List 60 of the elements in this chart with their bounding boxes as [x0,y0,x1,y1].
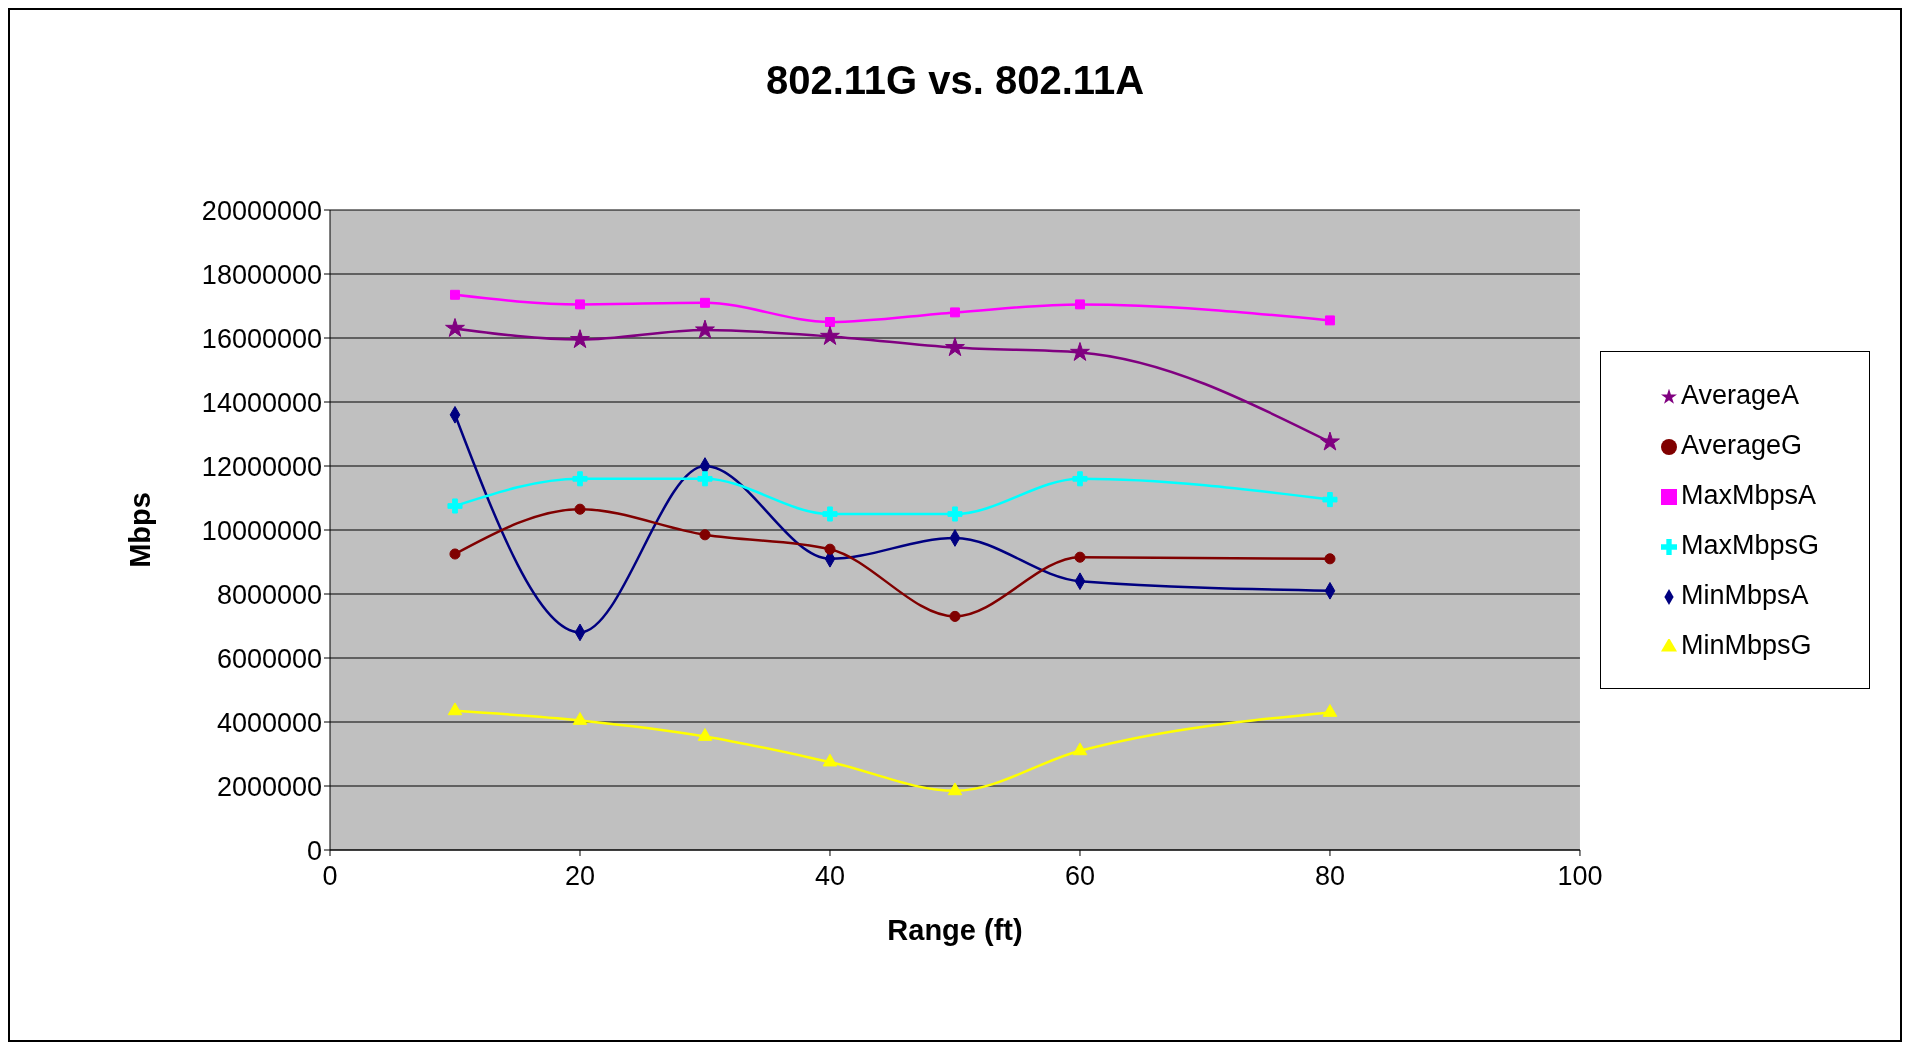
y-tick-label: 14000000 [201,387,322,418]
y-tick-label: 12000000 [201,451,322,482]
y-tick-label: 16000000 [201,323,322,354]
y-tick-label: 18000000 [201,259,322,290]
x-axis-title: Range (ft) [887,914,1023,946]
x-tick-label: 40 [814,861,845,892]
x-tick-label: 100 [1557,861,1603,892]
legend-label: MinMbpsA [1680,580,1809,610]
point [945,337,965,357]
point [825,317,835,327]
y-tick-label: 10000000 [201,515,322,546]
point [445,318,465,337]
point [1075,299,1085,310]
y-tick-label: 2000000 [216,771,322,802]
point [572,471,588,487]
x-tick-label: 60 [1064,861,1095,892]
point [947,782,963,796]
point [824,543,836,555]
point [822,506,838,522]
point [949,610,961,622]
y-tick-label: 8000000 [216,579,322,610]
point [1324,553,1336,565]
point [1320,431,1340,451]
point [575,299,585,310]
y-tick-label: 6000000 [216,643,322,674]
y-tick-label: 20000000 [201,195,322,226]
point [572,712,588,725]
point [1070,342,1090,361]
point [950,307,960,318]
point [1072,742,1088,756]
point [699,529,711,541]
point [449,548,461,560]
point [1072,471,1088,487]
point [1322,492,1338,508]
point [822,753,838,767]
point [820,326,840,345]
x-tick-label: 20 [564,861,596,892]
point [447,702,463,716]
x-tick-label: 80 [1314,861,1345,892]
legend-label: MinMbpsG [1680,630,1812,660]
point [570,329,590,349]
point [697,728,713,741]
y-axis-title: Mbps [124,492,157,568]
point [574,503,586,515]
legend-label: MaxMbpsG [1680,530,1819,560]
y-tick-label: 0 [306,835,322,866]
point [697,471,713,487]
legend-label: AverageG [1680,430,1803,460]
chart-title: 802.11G vs. 802.11A [764,58,1146,103]
point [450,289,460,300]
point [1324,315,1335,326]
point [447,498,463,514]
y-tick-label: 4000000 [216,707,322,738]
point [947,506,963,522]
point [700,297,710,308]
point [1322,704,1338,717]
legend-label: AverageA [1680,380,1800,410]
point [1074,551,1086,563]
point [695,319,715,339]
legend-label: MaxMbpsA [1680,480,1816,510]
